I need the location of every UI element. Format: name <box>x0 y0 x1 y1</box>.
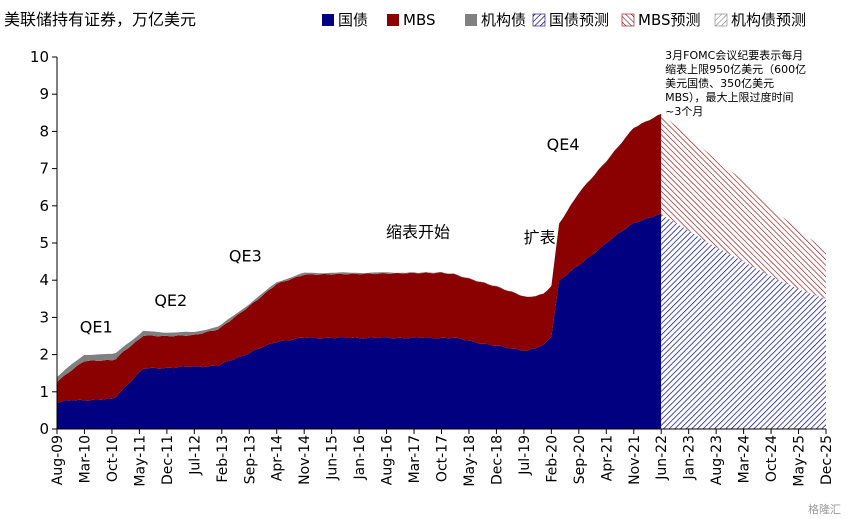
x-tick-label: Aug-16 <box>380 435 396 485</box>
legend-swatch <box>465 14 477 26</box>
chart-title: 美联储持有证券，万亿美元 <box>4 10 196 29</box>
legend-swatch <box>387 14 399 26</box>
legend-label: 机构债 <box>481 11 526 29</box>
note-line: ~3个月 <box>665 105 703 118</box>
x-tick-label: Nov-21 <box>627 435 643 485</box>
area-国债 <box>57 213 662 429</box>
x-tick-label: Apr-14 <box>270 435 286 481</box>
x-tick-label: May-18 <box>462 435 478 487</box>
y-tick-label: 1 <box>39 383 49 401</box>
legend-swatch <box>322 14 334 26</box>
area-机构债 <box>57 113 662 383</box>
y-tick-label: 4 <box>39 271 49 289</box>
x-tick-label: Aug-09 <box>50 435 66 485</box>
note-line: 3月FOMC会议纪要表示每月 <box>665 48 803 62</box>
x-tick-label: Dec-25 <box>819 435 835 485</box>
y-tick-label: 9 <box>39 85 49 103</box>
x-tick-label: Mar-10 <box>77 435 93 483</box>
legend-label: MBS <box>403 11 436 29</box>
x-tick-label: Nov-14 <box>297 435 313 485</box>
y-tick-label: 0 <box>39 420 49 438</box>
annotation-label: QE4 <box>547 135 580 154</box>
x-ticks: Aug-09 Mar-10 Oct-10 May-11 Dec-11 Jul-12 Feb-… <box>50 429 835 487</box>
legend-label: 机构债预测 <box>731 11 806 29</box>
watermark-text: 格隆汇 <box>808 502 841 516</box>
forecast-note: 3月FOMC会议纪要表示每月缩表上限950亿美元（600亿美元国债、350亿美元… <box>665 48 806 118</box>
x-tick-label: Aug-23 <box>709 435 725 485</box>
y-tick-label: 6 <box>39 197 49 215</box>
legend-label: 国债 <box>338 11 368 29</box>
area-series <box>57 113 826 429</box>
x-tick-label: Oct-10 <box>105 435 121 482</box>
annotation-label: QE2 <box>154 291 187 310</box>
annotation-label: QE3 <box>229 247 262 266</box>
x-tick-label: Apr-21 <box>599 435 615 481</box>
x-tick-label: Mar-17 <box>407 435 423 483</box>
x-tick-label: Oct-17 <box>435 435 451 482</box>
x-tick-label: Jan-16 <box>352 435 368 481</box>
x-tick-label: Feb-20 <box>544 435 560 483</box>
legend-label: MBS预测 <box>638 11 701 29</box>
y-tick-label: 10 <box>30 48 49 66</box>
area-MBS预测 <box>661 113 826 299</box>
annotation-label: 缩表开始 <box>386 222 450 241</box>
x-tick-label: Oct-24 <box>764 435 780 482</box>
x-tick-label: Sep-13 <box>242 435 258 484</box>
y-ticks: 0 1 2 3 4 5 6 7 8 9 10 <box>30 48 57 438</box>
x-tick-label: Mar-24 <box>737 435 753 483</box>
note-line: 缩表上限950亿美元（600亿 <box>665 62 806 76</box>
y-tick-label: 7 <box>39 160 49 178</box>
x-tick-label: Jul-19 <box>517 435 533 476</box>
note-line: MBS），最大上限过度时间 <box>665 90 793 104</box>
legend: 国债 MBS 机构债 国债预测 MBS预测 机构债预测 <box>322 11 806 29</box>
legend-swatch <box>621 13 635 27</box>
y-tick-label: 3 <box>39 308 49 326</box>
x-tick-label: Jun-22 <box>654 435 670 481</box>
x-tick-label: Jul-12 <box>187 435 203 476</box>
x-tick-label: May-25 <box>792 435 808 487</box>
area-国债预测 <box>661 214 826 429</box>
x-tick-label: Sep-20 <box>572 435 588 484</box>
annotation-label: 扩表 <box>524 228 556 247</box>
annotation-label: QE1 <box>80 317 113 336</box>
y-tick-label: 2 <box>39 346 49 364</box>
note-line: 美元国债、350亿美元 <box>665 76 774 90</box>
y-tick-label: 8 <box>39 122 49 140</box>
legend-label: 国债预测 <box>549 11 609 29</box>
legend-swatch <box>532 13 546 27</box>
y-tick-label: 5 <box>39 234 49 252</box>
area-MBS <box>57 113 662 403</box>
x-tick-label: Dec-18 <box>489 435 505 485</box>
x-tick-label: Jan-23 <box>682 435 698 480</box>
legend-swatch <box>714 13 728 27</box>
x-tick-label: Jun-15 <box>325 435 341 481</box>
x-tick-label: May-11 <box>132 435 148 487</box>
x-tick-label: Feb-13 <box>215 435 231 483</box>
annotations: QE1 QE2 QE3 缩表开始 扩表 QE4 <box>80 135 580 336</box>
x-tick-label: Dec-11 <box>160 435 176 485</box>
